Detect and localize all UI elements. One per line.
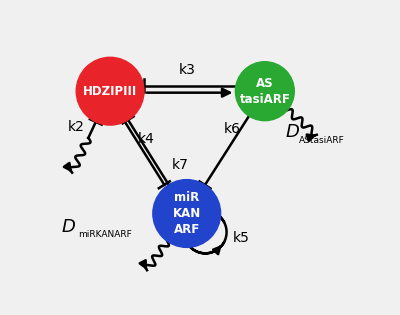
Text: k3: k3 bbox=[179, 63, 196, 77]
Circle shape bbox=[153, 180, 221, 247]
Text: AS
tasiARF: AS tasiARF bbox=[239, 77, 290, 106]
Text: HDZIPIII: HDZIPIII bbox=[83, 85, 137, 98]
Text: k7: k7 bbox=[172, 158, 189, 172]
Text: $\mathit{D}$: $\mathit{D}$ bbox=[286, 123, 300, 141]
Text: miR
KAN
ARF: miR KAN ARF bbox=[173, 191, 201, 236]
Text: miRKANARF: miRKANARF bbox=[78, 230, 132, 239]
Circle shape bbox=[235, 62, 294, 121]
Text: k6: k6 bbox=[224, 122, 241, 136]
Text: AStasiARF: AStasiARF bbox=[299, 136, 344, 145]
Text: k5: k5 bbox=[232, 231, 249, 245]
Circle shape bbox=[76, 57, 144, 125]
Text: k4: k4 bbox=[138, 132, 154, 146]
Text: $\mathit{D}$: $\mathit{D}$ bbox=[62, 218, 76, 236]
Text: k2: k2 bbox=[68, 120, 85, 134]
